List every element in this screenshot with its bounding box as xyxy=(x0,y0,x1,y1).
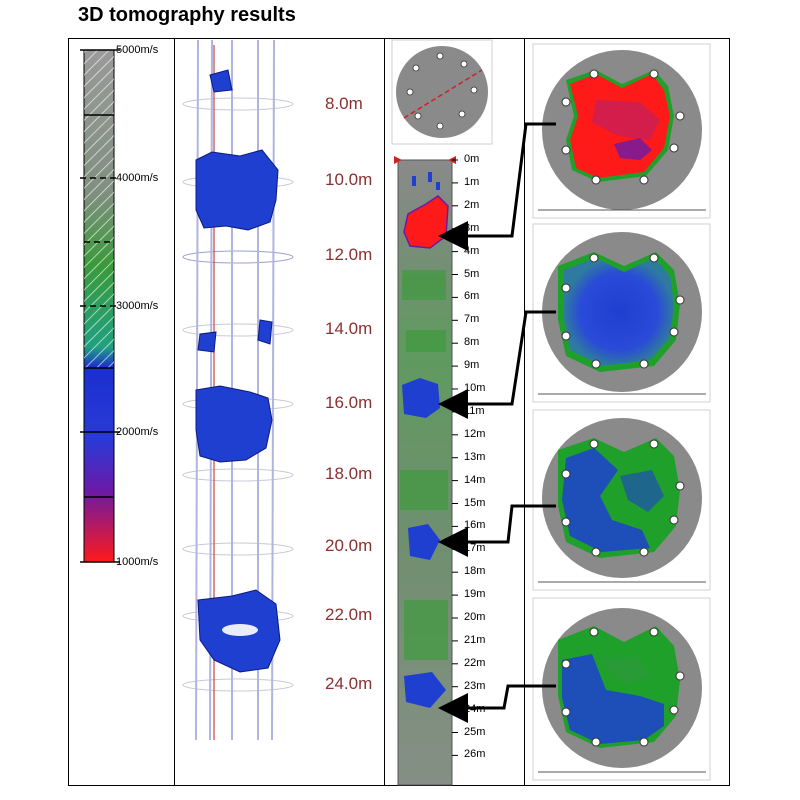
page-title: 3D tomography results xyxy=(78,4,296,26)
section-tick-label: 10m xyxy=(464,382,486,394)
section-tick-label: 9m xyxy=(464,359,480,372)
slice-panel-1 xyxy=(532,43,711,219)
section-tick-label: 6m xyxy=(464,290,480,303)
section-tick-label: 25m xyxy=(464,725,486,738)
section-tick-label: 21m xyxy=(464,633,486,646)
slice-panel-4 xyxy=(532,597,711,781)
section-tick-label: 14m xyxy=(464,473,486,486)
slice-panel-3 xyxy=(532,409,711,591)
scale-label-5000: 5000m/s xyxy=(116,44,159,56)
section-tick-label: 7m xyxy=(464,313,480,326)
scale-label-3000: 3000m/s xyxy=(116,300,159,312)
depth-label-14: 14.0m xyxy=(325,319,373,338)
arrow-slice-1 xyxy=(438,122,556,251)
section-tick-label: 18m xyxy=(464,565,486,578)
scale-label-1000: 1000m/s xyxy=(116,556,159,568)
depth-label-24: 24.0m xyxy=(325,674,373,693)
depth-label-20: 20.0m xyxy=(325,536,373,555)
section-tick-label: 0m xyxy=(464,153,480,165)
section-tick-label: 13m xyxy=(464,450,486,463)
section-tick-label: 15m xyxy=(464,496,486,509)
section-tick-label: 20m xyxy=(464,611,486,623)
divider-1 xyxy=(174,38,175,786)
section-tick-label: 2m xyxy=(464,198,480,211)
arrow-slice-2 xyxy=(438,310,556,419)
scale-label-2000: 2000m/s xyxy=(116,426,159,438)
depth-label-16: 16.0m xyxy=(325,393,373,412)
scale-hatch xyxy=(84,50,114,368)
section-tick-label: 8m xyxy=(464,336,480,349)
divider-3 xyxy=(524,38,525,786)
arrow-slice-3 xyxy=(438,504,556,557)
scale-label-4000: 4000m/s xyxy=(116,172,159,184)
section-tick-label: 12m xyxy=(464,427,486,440)
section-tick-label: 11m xyxy=(464,404,485,417)
depth-label-10: 10.0m xyxy=(325,170,373,189)
section-tick-label: 17m xyxy=(464,542,486,555)
section-tick-label: 1m xyxy=(464,175,480,188)
section-tick-label: 22m xyxy=(464,656,486,669)
section-tick-label: 23m xyxy=(464,679,486,692)
section-tick-label: 26m xyxy=(464,748,486,761)
slice-panel-2 xyxy=(532,223,711,403)
arrow-slice-4 xyxy=(438,684,556,723)
section-tick-label: 16m xyxy=(464,519,486,532)
depth-label-8: 8.0m xyxy=(325,94,363,113)
depth-label-22: 22.0m xyxy=(325,605,373,624)
divider-2 xyxy=(384,38,385,786)
section-tick-label: 19m xyxy=(464,588,486,601)
depth-label-18: 18.0m xyxy=(325,464,373,483)
section-tick-label: 5m xyxy=(464,267,480,280)
depth-label-12: 12.0m xyxy=(325,245,373,264)
scale-ticks xyxy=(80,49,120,563)
